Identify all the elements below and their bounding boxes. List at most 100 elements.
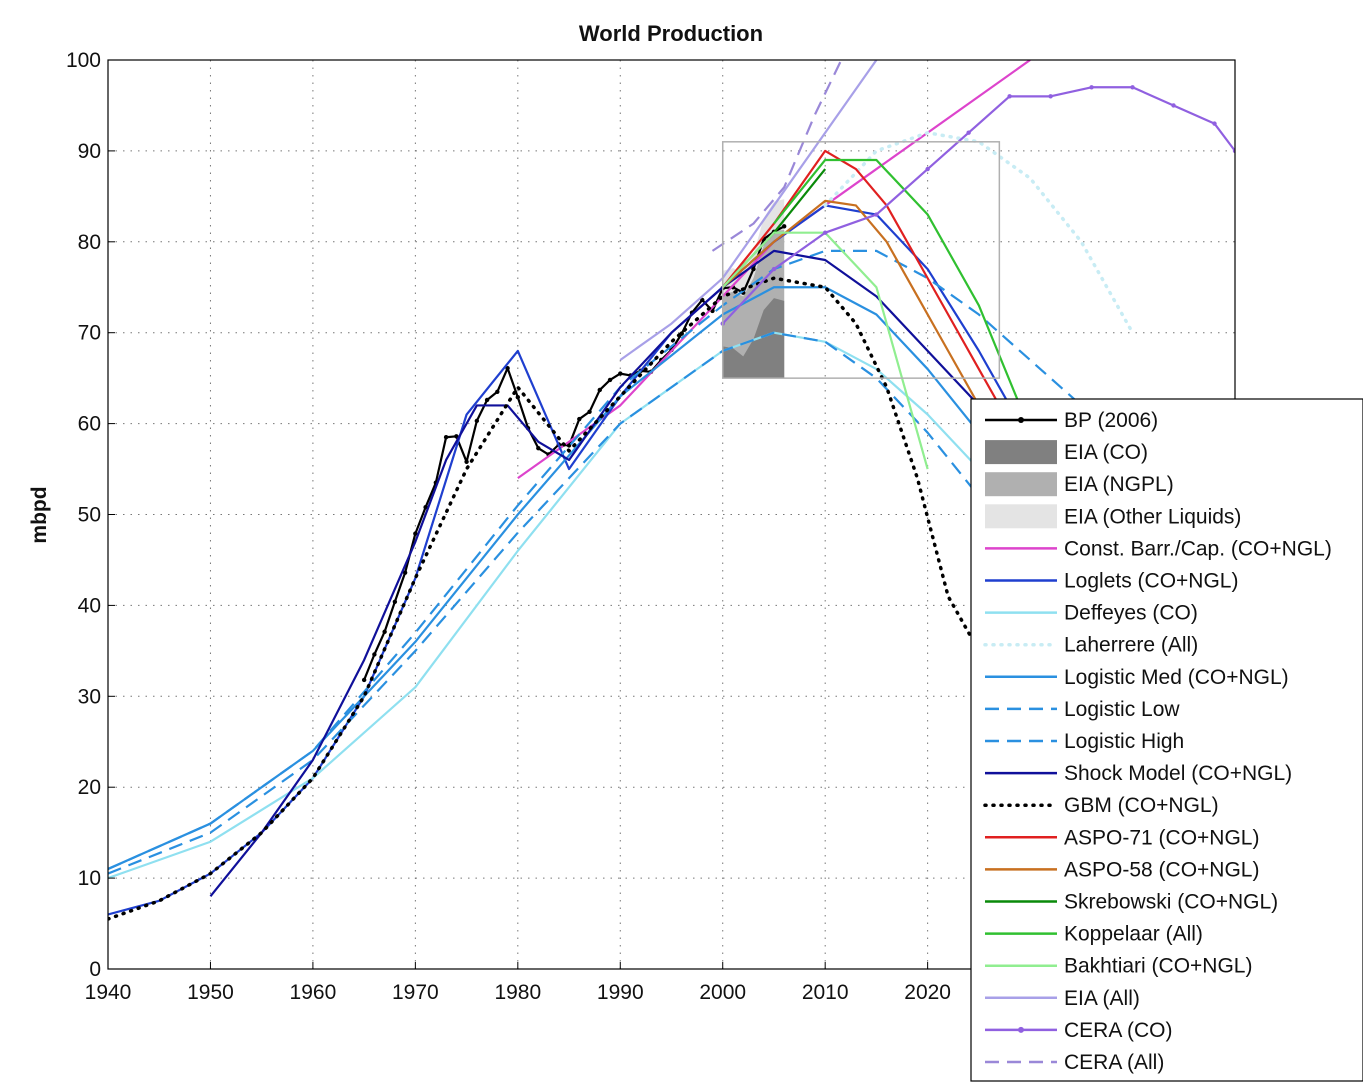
legend-label: Const. Barr./Cap. (CO+NGL) xyxy=(1064,537,1332,560)
series-point-bp-2006 xyxy=(618,371,623,376)
series-point-cera-co xyxy=(1048,94,1053,99)
legend-entry-koppelaar-all: Koppelaar (All) xyxy=(985,923,1203,946)
legend-label: Loglets (CO+NGL) xyxy=(1064,570,1238,593)
legend-label: Koppelaar (All) xyxy=(1064,923,1203,946)
legend-entry-skrebowski-co-ngl: Skrebowski (CO+NGL) xyxy=(985,891,1278,914)
series-point-bp-2006 xyxy=(751,266,756,272)
series-area-eia-co xyxy=(722,298,785,379)
series-point-bp-2006 xyxy=(536,445,541,451)
y-tick-label: 70 xyxy=(78,322,101,345)
legend-swatch xyxy=(985,440,1057,465)
legend-label: ASPO-58 (CO+NGL) xyxy=(1064,858,1259,881)
series-point-cera-co xyxy=(1007,94,1012,99)
series-point-bp-2006 xyxy=(474,418,480,424)
x-tick-label: 1950 xyxy=(187,981,234,1004)
y-tick-label: 20 xyxy=(78,776,101,799)
legend-entry-laherrere-all: Laherrere (All) xyxy=(983,634,1198,657)
legend-swatch xyxy=(985,504,1057,529)
y-tick-label: 40 xyxy=(78,594,101,617)
series-point-bp-2006 xyxy=(361,677,367,683)
series-point-cera-co xyxy=(771,266,777,272)
legend-entry-deffeyes-co: Deffeyes (CO) xyxy=(985,602,1198,625)
series-line-koppelaar-all xyxy=(773,158,1021,406)
series-point-bp-2006 xyxy=(700,297,705,303)
series-point-bp-2006 xyxy=(577,416,582,422)
legend-label: EIA (All) xyxy=(1064,987,1140,1010)
series-point-bp-2006 xyxy=(402,570,408,575)
y-tick-label: 50 xyxy=(78,504,101,527)
series-point-cera-co xyxy=(966,130,971,135)
series-point-bp-2006 xyxy=(505,365,510,371)
y-tick-label: 10 xyxy=(78,867,101,890)
y-tick-label: 0 xyxy=(89,958,101,981)
legend-label: CERA (All) xyxy=(1064,1051,1164,1074)
legend-label: EIA (NGPL) xyxy=(1064,473,1174,496)
y-tick-label: 80 xyxy=(78,231,101,254)
x-tick-label: 1960 xyxy=(290,981,337,1004)
y-tick-label: 100 xyxy=(66,49,101,72)
series-point-bp-2006 xyxy=(392,599,398,604)
legend-entry-gbm-co-ngl: GBM (CO+NGL) xyxy=(983,794,1219,817)
series-point-cera-co xyxy=(1089,85,1094,90)
series-point-bp-2006 xyxy=(782,224,787,229)
series-point-cera-co xyxy=(822,230,828,235)
series-layer xyxy=(108,60,1235,921)
series-point-bp-2006 xyxy=(382,629,387,634)
legend-entry-const-barr-cap-co-ngl: Const. Barr./Cap. (CO+NGL) xyxy=(985,537,1332,560)
x-tick-label: 1970 xyxy=(392,981,439,1004)
series-point-bp-2006 xyxy=(423,505,428,510)
legend-label: GBM (CO+NGL) xyxy=(1064,794,1219,817)
y-tick-label: 90 xyxy=(78,140,101,163)
legend-entry-eia-other-liquids: EIA (Other Liquids) xyxy=(985,504,1241,529)
series-line-logistic-high xyxy=(108,249,1083,871)
legend-swatch xyxy=(985,472,1057,497)
series-point-bp-2006 xyxy=(607,377,613,383)
series-point-bp-2006 xyxy=(464,459,469,464)
series-line-gbm-co-ngl xyxy=(108,276,981,921)
chart-title: World Production xyxy=(579,21,763,46)
series-line-bp-2006 xyxy=(363,225,785,681)
legend-label: Deffeyes (CO) xyxy=(1064,602,1198,625)
legend-label: CERA (CO) xyxy=(1064,1019,1173,1042)
grid-lines xyxy=(108,60,1235,969)
legend-label: Shock Model (CO+NGL) xyxy=(1064,762,1292,785)
series-point-bp-2006 xyxy=(372,652,377,657)
y-tick-label: 30 xyxy=(78,685,101,708)
series-point-bp-2006 xyxy=(413,531,418,536)
legend-label: Bakhtiari (CO+NGL) xyxy=(1064,955,1252,978)
legend-entry-logistic-high: Logistic High xyxy=(985,730,1184,753)
legend-entry-eia-ngpl: EIA (NGPL) xyxy=(985,472,1174,497)
x-tick-label: 1980 xyxy=(494,981,541,1004)
series-point-cera-co xyxy=(1130,85,1135,90)
series-point-bp-2006 xyxy=(566,443,572,448)
series-point-bp-2006 xyxy=(443,435,449,440)
series-point-bp-2006 xyxy=(495,389,500,394)
legend-entry-cera-co: CERA (CO) xyxy=(985,1019,1173,1042)
legend-entry-bp-2006: BP (2006) xyxy=(985,409,1158,432)
series-point-cera-co xyxy=(925,166,930,172)
series-point-bp-2006 xyxy=(454,434,459,439)
legend-label: ASPO-71 (CO+NGL) xyxy=(1064,826,1259,849)
x-tick-label: 1990 xyxy=(597,981,644,1004)
legend-entry-aspo-58-co-ngl: ASPO-58 (CO+NGL) xyxy=(985,858,1259,881)
legend-entry-cera-all: CERA (All) xyxy=(985,1051,1164,1074)
legend-entry-logistic-low: Logistic Low xyxy=(985,698,1180,721)
y-tick-label: 60 xyxy=(78,413,101,436)
legend-label: Logistic Med (CO+NGL) xyxy=(1064,666,1289,689)
y-axis-label: mbpd xyxy=(28,486,51,543)
clipped-series xyxy=(108,60,1235,921)
series-point-bp-2006 xyxy=(515,395,521,400)
legend-label: Logistic High xyxy=(1064,730,1184,753)
series-point-bp-2006 xyxy=(587,409,592,414)
series-point-cera-co xyxy=(1171,103,1176,108)
legend-entry-eia-co: EIA (CO) xyxy=(985,440,1148,465)
x-tick-label: 1940 xyxy=(85,981,132,1004)
series-line-eia-all xyxy=(619,60,878,361)
legend-entry-logistic-med-co-ngl: Logistic Med (CO+NGL) xyxy=(985,666,1289,689)
series-point-bp-2006 xyxy=(597,387,602,393)
legend-entry-bakhtiari-co-ngl: Bakhtiari (CO+NGL) xyxy=(985,955,1252,978)
axis-ticks: 1940 1950 1960 1970 1980 1990 2000 2010 2020 0 10 2… xyxy=(66,49,951,1004)
legend-marker xyxy=(1018,1026,1024,1033)
legend-label: Logistic Low xyxy=(1064,698,1180,721)
legend-entry-aspo-71-co-ngl: ASPO-71 (CO+NGL) xyxy=(985,826,1259,849)
